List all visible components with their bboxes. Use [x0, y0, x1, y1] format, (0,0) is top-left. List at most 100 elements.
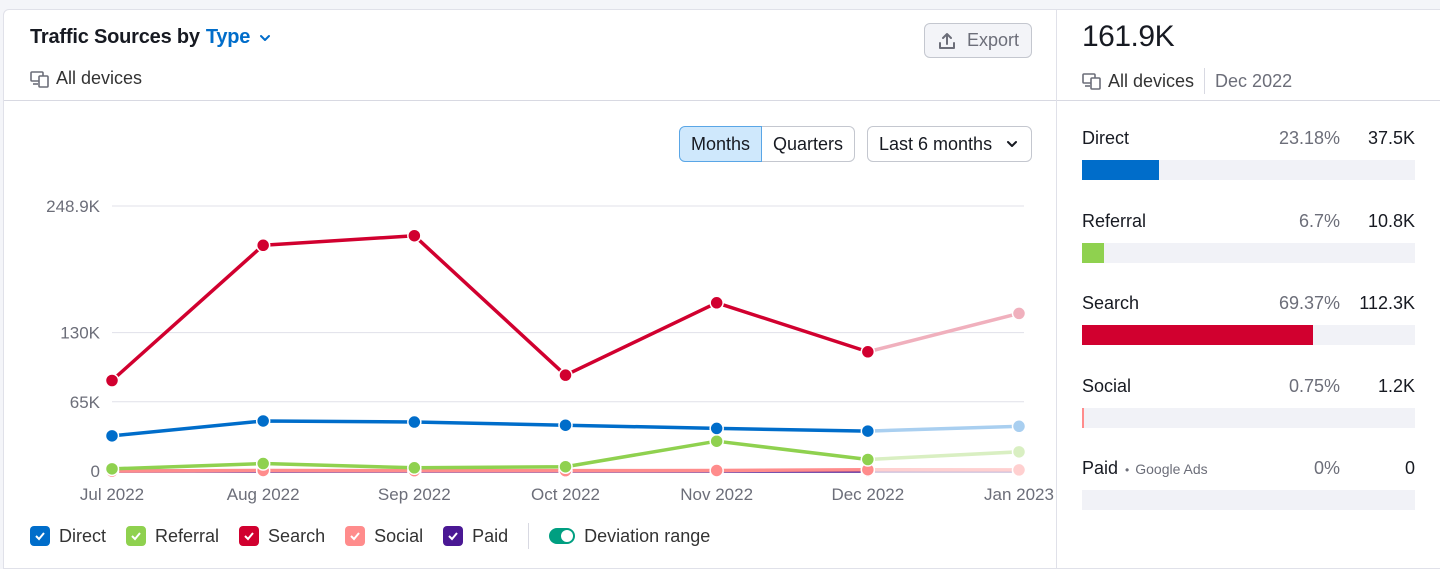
data-point: [1013, 420, 1026, 433]
period-toggle: Months Quarters: [679, 126, 855, 162]
source-bar-track: [1082, 408, 1415, 428]
devices-icon: [30, 69, 50, 89]
chevron-down-icon[interactable]: [258, 31, 272, 45]
data-point: [257, 414, 270, 427]
legend-divider: [528, 523, 529, 549]
source-row-header: Social 0.75%1.2K: [1082, 376, 1415, 400]
chart-legend: Direct Referral Search Social Paid Devia…: [30, 523, 730, 549]
legend-deviation[interactable]: Deviation range: [549, 526, 710, 547]
title-prefix: Traffic Sources by: [30, 26, 200, 49]
source-name-wrap: Social: [1082, 376, 1250, 397]
data-point: [861, 345, 874, 358]
data-point: [408, 416, 421, 429]
checkbox-icon[interactable]: [30, 526, 50, 546]
traffic-sources-card: Traffic Sources by Type All devices Expo…: [3, 9, 1057, 569]
series-line: [112, 236, 868, 381]
data-point: [559, 369, 572, 382]
x-tick-label: Jul 2022: [80, 485, 144, 504]
checkbox-icon[interactable]: [126, 526, 146, 546]
x-tick-label: Sep 2022: [378, 485, 451, 504]
data-point: [106, 374, 119, 387]
data-point: [106, 462, 119, 475]
range-dropdown[interactable]: Last 6 months: [867, 126, 1032, 162]
source-percent: 23.18%: [1250, 128, 1340, 149]
source-name: Paid: [1082, 458, 1118, 479]
y-tick-label: 248.9K: [46, 197, 101, 216]
devices-filter[interactable]: All devices: [30, 68, 142, 89]
legend-referral[interactable]: Referral: [126, 526, 219, 547]
series-line: [112, 470, 868, 471]
legend-paid[interactable]: Paid: [443, 526, 508, 547]
source-value: 1.2K: [1340, 376, 1415, 397]
legend-search-label: Search: [268, 526, 325, 547]
summary-filters: All devices Dec 2022: [1082, 68, 1292, 94]
export-button[interactable]: Export: [924, 23, 1032, 58]
y-tick-label: 65K: [70, 393, 101, 412]
upload-icon: [937, 31, 957, 51]
quarters-button[interactable]: Quarters: [762, 126, 855, 162]
source-bar-track: [1082, 160, 1415, 180]
y-tick-label: 0: [91, 462, 100, 481]
source-name: Referral: [1082, 211, 1146, 232]
source-value: 112.3K: [1340, 293, 1415, 314]
source-bar-track: [1082, 325, 1415, 345]
source-name: Social: [1082, 376, 1131, 397]
legend-direct[interactable]: Direct: [30, 526, 106, 547]
data-point: [710, 464, 723, 477]
summary-date: Dec 2022: [1215, 71, 1292, 92]
source-bar-track: [1082, 243, 1415, 263]
legend-paid-label: Paid: [472, 526, 508, 547]
source-value: 0: [1340, 458, 1415, 479]
series-line-forecast: [868, 452, 1019, 460]
total-traffic: 161.9K: [1082, 20, 1174, 54]
legend-deviation-label: Deviation range: [584, 526, 710, 547]
source-name-wrap: Direct: [1082, 128, 1250, 149]
source-bar-fill: [1082, 408, 1084, 428]
deviation-toggle[interactable]: [549, 528, 575, 544]
data-point: [710, 435, 723, 448]
data-point: [408, 461, 421, 474]
legend-search[interactable]: Search: [239, 526, 325, 547]
devices-icon: [1082, 71, 1102, 91]
months-button[interactable]: Months: [679, 126, 762, 162]
data-point: [1013, 307, 1026, 320]
data-point: [559, 460, 572, 473]
series-line: [112, 421, 868, 436]
checkbox-icon[interactable]: [345, 526, 365, 546]
checkbox-icon[interactable]: [443, 526, 463, 546]
type-selector[interactable]: Type: [206, 26, 250, 49]
data-point: [861, 453, 874, 466]
checkbox-icon[interactable]: [239, 526, 259, 546]
summary-divider: [1057, 100, 1440, 101]
source-name-wrap: Referral: [1082, 211, 1250, 232]
legend-direct-label: Direct: [59, 526, 106, 547]
source-percent: 69.37%: [1250, 293, 1340, 314]
summary-card: 161.9K All devices Dec 2022 Direct 23.18%…: [1056, 9, 1440, 569]
x-tick-label: Jan 2023: [984, 485, 1054, 504]
legend-social[interactable]: Social: [345, 526, 423, 547]
source-bar-fill: [1082, 243, 1104, 263]
summary-devices-label: All devices: [1108, 71, 1194, 92]
source-name-wrap: Paid•Google Ads: [1082, 458, 1250, 479]
source-note: Google Ads: [1135, 461, 1207, 477]
data-point: [257, 457, 270, 470]
x-tick-label: Oct 2022: [531, 485, 600, 504]
data-point: [559, 419, 572, 432]
source-name: Direct: [1082, 128, 1129, 149]
source-percent: 0.75%: [1250, 376, 1340, 397]
range-label: Last 6 months: [879, 134, 992, 155]
source-row: Social 0.75%1.2K: [1082, 376, 1415, 428]
data-point: [861, 425, 874, 438]
y-tick-label: 130K: [60, 324, 100, 343]
series-line-forecast: [868, 426, 1019, 431]
filter-divider: [1204, 68, 1205, 94]
source-name-wrap: Search: [1082, 293, 1250, 314]
data-point: [1013, 463, 1026, 476]
data-point: [1013, 445, 1026, 458]
source-bar-fill: [1082, 325, 1313, 345]
source-percent: 6.7%: [1250, 211, 1340, 232]
